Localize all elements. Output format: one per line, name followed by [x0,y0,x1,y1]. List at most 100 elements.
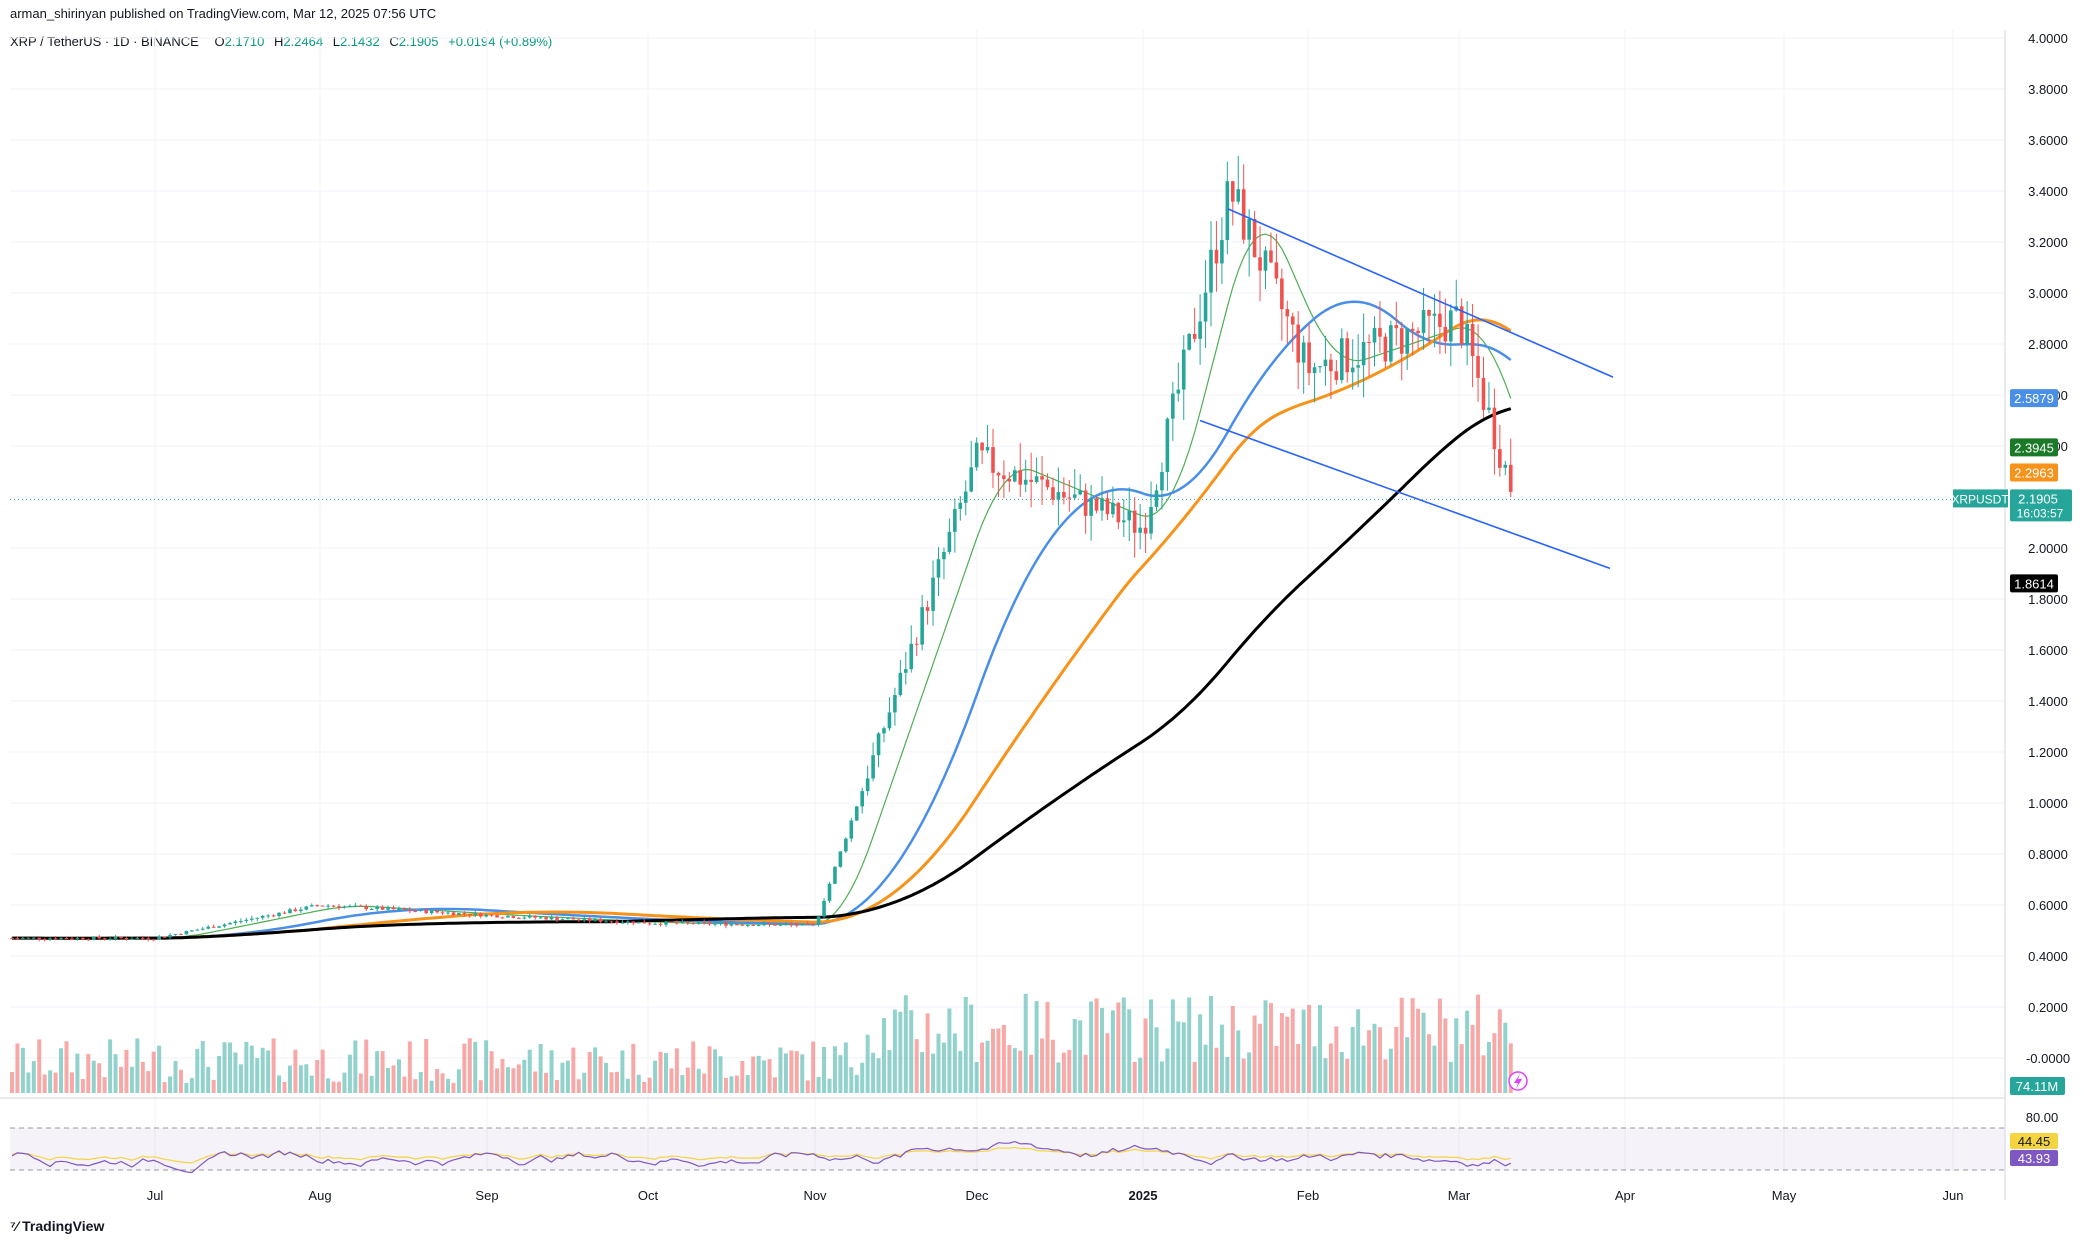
candle [680,921,685,924]
time-tick: Mar [1448,1188,1471,1203]
lower-trendline[interactable] [1199,419,1611,570]
volume-bar [369,1075,374,1093]
price-tick: 3.4000 [2028,184,2068,199]
time-tick: Nov [803,1188,827,1203]
volume-bar [48,1070,53,1093]
candle [81,937,85,940]
volume-bar [80,1078,85,1093]
candle [1487,407,1491,410]
current-price-text: 2.1905 [2018,491,2058,506]
volume-bar [734,1075,739,1093]
price-label-text: 1.8614 [2014,576,2054,591]
volume-bar [402,1076,407,1093]
volume-bar [685,1067,690,1093]
current-price-tag [2010,489,2072,522]
volume-bar [941,1042,946,1093]
candle [653,923,657,925]
price-tick: 1.2000 [2028,745,2068,760]
candle [931,577,935,611]
volume-bar [767,1059,772,1093]
volume-bar [1388,1048,1393,1093]
candle [157,936,161,940]
tradingview-logo[interactable]: ⁷⁄ TradingView [10,1218,104,1234]
volume-bar [1427,1034,1431,1093]
rsi-pane: 80.00 44.45 43.93 [0,1097,2058,1174]
candle [1416,330,1420,333]
candle [402,908,407,910]
volume-bar [26,1072,31,1093]
volume-bar [456,1069,461,1093]
volume-bar [1110,1010,1115,1093]
price-tick: 0.8000 [2028,847,2068,862]
volume-bar [1165,1048,1170,1093]
volume-bar [418,1072,423,1093]
candle [1138,527,1142,533]
volume-bar [598,1056,603,1093]
volume-bar [593,1047,598,1093]
volume-bar [206,1066,211,1093]
volume-bar [805,1080,810,1093]
volume-bar [555,1079,559,1093]
candle [102,938,107,940]
candle [1105,498,1110,515]
volume-bar [1323,1058,1328,1093]
volume-bar [396,1059,401,1093]
candle [1410,328,1415,331]
volume-bar [1040,1038,1045,1093]
volume-bar [756,1055,761,1093]
candle [1503,464,1508,468]
volume-bar [282,1082,287,1093]
candle [1116,502,1121,523]
time-axis[interactable]: Jul Aug Sep Oct Nov Dec 2025 Feb Mar Apr May Jun [147,1188,1964,1203]
candle [168,935,172,938]
candle [42,939,47,941]
volume-bar [129,1066,134,1093]
candle [457,913,461,915]
upper-trendline[interactable] [1227,208,1614,378]
volume-bar [1508,1043,1513,1093]
candle [838,851,843,867]
volume-bar [1465,1010,1470,1093]
volume-bar [822,1046,827,1093]
price-axis[interactable]: 4.0000 3.8000 3.6000 3.4000 3.2000 3.0000 2.80… [2004,30,2070,1200]
candle [348,905,352,907]
candle [86,939,91,941]
candle [686,921,690,923]
candle [1083,490,1088,516]
volume-bar [1497,1009,1502,1093]
volume-bar [386,1067,391,1093]
volume-bar [947,1008,952,1093]
candle [190,930,194,932]
candle [1372,327,1377,343]
price-tick: 2.8000 [2028,337,2068,352]
candle [1323,359,1328,367]
volume-bar [375,1051,380,1093]
volume-bar [1318,1005,1322,1093]
volume-bar [331,1081,336,1093]
candle [1176,389,1181,394]
volume-bar [952,1033,957,1093]
volume-bar [1159,1061,1164,1093]
candle [1241,189,1246,240]
volume-bar [1121,997,1126,1093]
volume-bar [151,1051,156,1093]
price-labels: 2.5879 2.3945 2.2963 1.8614 XRPUSDT 2.190516:… [1508,389,2072,1095]
volume-bar [1083,1054,1088,1093]
volume-bar [909,1010,914,1093]
volume-bar [1105,1033,1110,1093]
volume-bar [184,1082,189,1093]
candle [37,937,42,940]
volume-bar [1127,1009,1132,1093]
candle [1132,510,1137,533]
volume-bar [489,1051,494,1093]
candle [119,936,123,938]
candle [707,922,712,925]
candle [849,820,854,839]
volume-bar [680,1075,685,1093]
lightning-icon[interactable] [1508,1071,1528,1091]
volume-bar [604,1062,609,1093]
close-label: C [389,34,399,49]
volume-bar [293,1049,298,1093]
price-label [2010,438,2058,457]
